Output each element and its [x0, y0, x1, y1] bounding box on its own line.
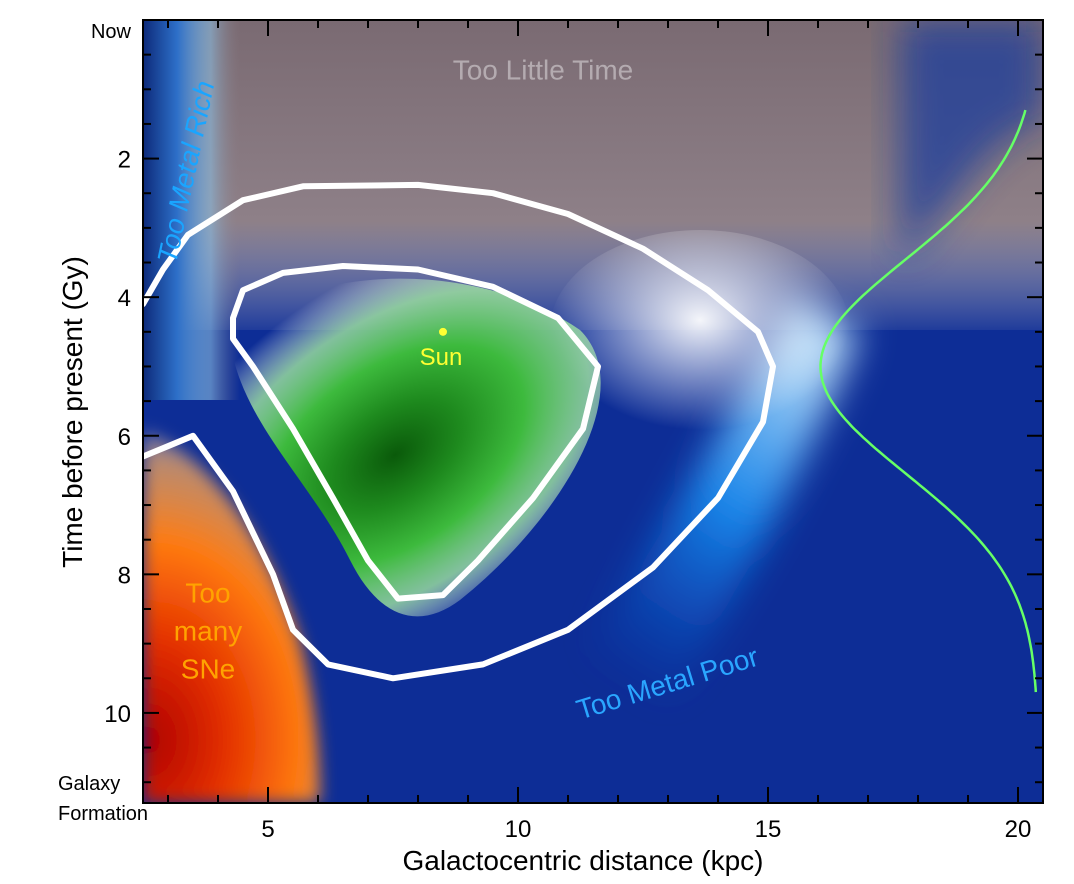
distribution-curve [819, 109, 1038, 693]
x-tick-label: 5 [261, 816, 274, 843]
y-tick-label: 10 [104, 701, 131, 728]
y-tick-label: 8 [118, 562, 131, 589]
sun-marker [439, 327, 447, 336]
region-label-sne-line-3: SNe [181, 654, 235, 685]
y-tick-label: 2 [118, 147, 131, 174]
y-end-label-top: Now [91, 21, 132, 43]
contour-outer [143, 181, 776, 682]
x-tick-label: 10 [505, 816, 532, 843]
plot-frame [142, 19, 1044, 804]
y-end-label-bottom-line2: Formation [58, 803, 148, 825]
region-label-sne-line-1: Too [185, 578, 230, 609]
y-end-label-bottom-line1: Galaxy [58, 773, 120, 795]
y-axis-title: Time before present (Gy) [57, 256, 88, 568]
region-label-too-little-time: Too Little Time [453, 54, 634, 85]
region-label-sne-line-2: many [174, 616, 242, 647]
y-tick-label: 4 [118, 285, 131, 312]
x-axis-title: Galactocentric distance (kpc) [402, 845, 763, 876]
x-tick-label: 20 [1005, 816, 1032, 843]
y-tick-label: 6 [118, 424, 131, 451]
sun-label: Sun [420, 344, 463, 371]
x-tick-label: 15 [755, 816, 782, 843]
heatmap-background [143, 20, 1043, 803]
contour-inner [230, 263, 601, 602]
